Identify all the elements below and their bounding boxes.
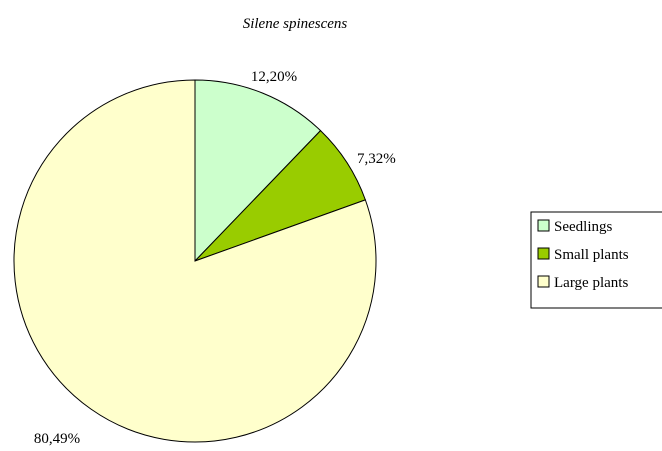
legend-label-large-plants: Large plants: [554, 275, 628, 291]
data-label-small-plants: 7,32%: [357, 151, 396, 167]
legend-swatch-seedlings: [537, 219, 550, 232]
legend-swatch-small-plants: [537, 247, 550, 260]
pie-data-labels: 12,20% 7,32% 80,49%: [34, 69, 396, 447]
legend-items: Seedlings Small plants Large plants: [537, 219, 629, 291]
data-label-seedlings: 12,20%: [251, 69, 297, 85]
pie-slice-seedlings: [194, 79, 322, 263]
legend: Seedlings Small plants Large plants: [530, 211, 662, 309]
legend-frame: [530, 211, 662, 309]
chart-title: Silene spinescens: [243, 16, 348, 32]
pie-slices: [13, 79, 377, 443]
pie-slice-large-plants: [13, 79, 377, 443]
data-label-large-plants: 80,49%: [34, 431, 80, 446]
legend-label-seedlings: Seedlings: [554, 219, 612, 235]
legend-swatch-large-plants: [537, 275, 550, 288]
legend-label-small-plants: Small plants: [554, 247, 629, 263]
